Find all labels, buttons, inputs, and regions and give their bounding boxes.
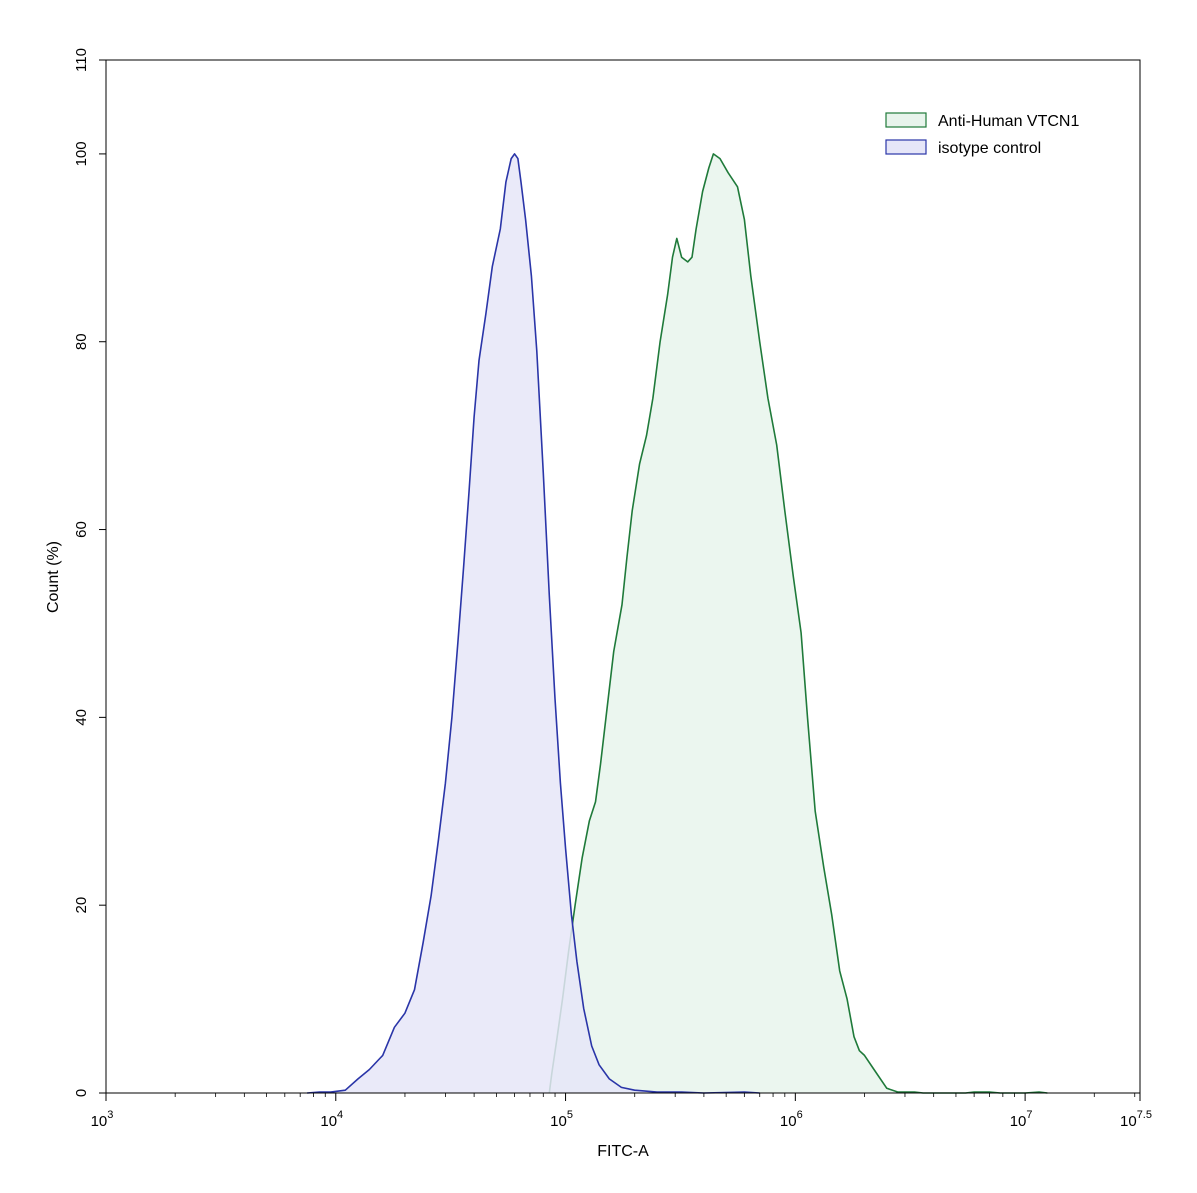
y-tick-label: 60 <box>73 521 90 538</box>
legend-swatch-1 <box>885 139 927 155</box>
plot-layer <box>307 153 1048 1094</box>
y-tick-label: 0 <box>73 1089 90 1097</box>
y-tick-label: 20 <box>73 897 90 914</box>
x-tick-label: 107 <box>1010 1109 1033 1130</box>
x-tick-label: 104 <box>320 1109 343 1130</box>
legend: Anti-Human VTCN1 isotype control <box>885 112 1079 157</box>
x-tick-label: 107.5 <box>1120 1109 1152 1130</box>
series-line-0 <box>548 153 1048 1094</box>
series-line-1 <box>307 153 760 1094</box>
axes-layer: 0 20 40 60 80 100 110 103 104 105 106 107 107.5 <box>73 48 1152 1130</box>
y-tick-label: 40 <box>73 709 90 726</box>
y-axis-title: Count (%) <box>45 541 62 613</box>
series-area-0 <box>549 153 1048 1093</box>
plot-frame <box>105 59 1141 1094</box>
legend-swatch-0 <box>885 112 927 128</box>
x-axis-title: FITC-A <box>597 1143 649 1160</box>
legend-label-0: Anti-Human VTCN1 <box>938 113 1079 130</box>
x-tick-label: 106 <box>780 1109 803 1130</box>
x-tick-label: 105 <box>550 1109 573 1130</box>
x-tick-label: 103 <box>91 1109 114 1130</box>
legend-label-1: isotype control <box>938 140 1041 157</box>
y-tick-label: 110 <box>73 48 90 72</box>
y-tick-label: 100 <box>73 141 90 166</box>
y-tick-label: 80 <box>73 333 90 350</box>
series-area-1 <box>307 153 760 1093</box>
